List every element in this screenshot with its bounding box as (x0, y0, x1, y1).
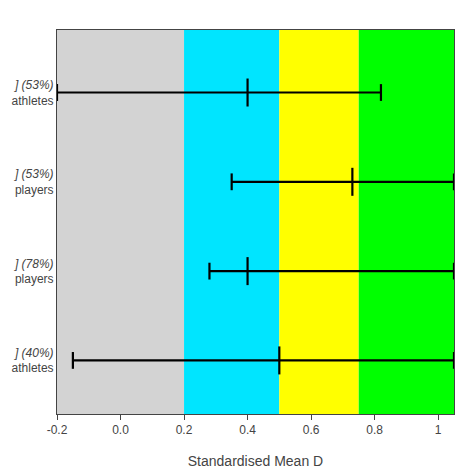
svg-text:] (40%)athletes: ] (40%)athletes (12, 346, 54, 376)
svg-text:-0.2: -0.2 (47, 423, 68, 437)
svg-text:0.4: 0.4 (239, 423, 256, 437)
svg-text:0.2: 0.2 (176, 423, 193, 437)
svg-text:0.6: 0.6 (303, 423, 320, 437)
svg-text:1: 1 (435, 423, 442, 437)
svg-text:0.0: 0.0 (112, 423, 129, 437)
svg-text:Standardised Mean D: Standardised Mean D (188, 453, 323, 469)
svg-text:0.8: 0.8 (366, 423, 383, 437)
svg-text:] (53%)athletes: ] (53%)athletes (12, 78, 54, 108)
svg-text:] (53%)players: ] (53%)players (14, 167, 54, 197)
svg-text:] (78%)players: ] (78%)players (14, 257, 54, 287)
